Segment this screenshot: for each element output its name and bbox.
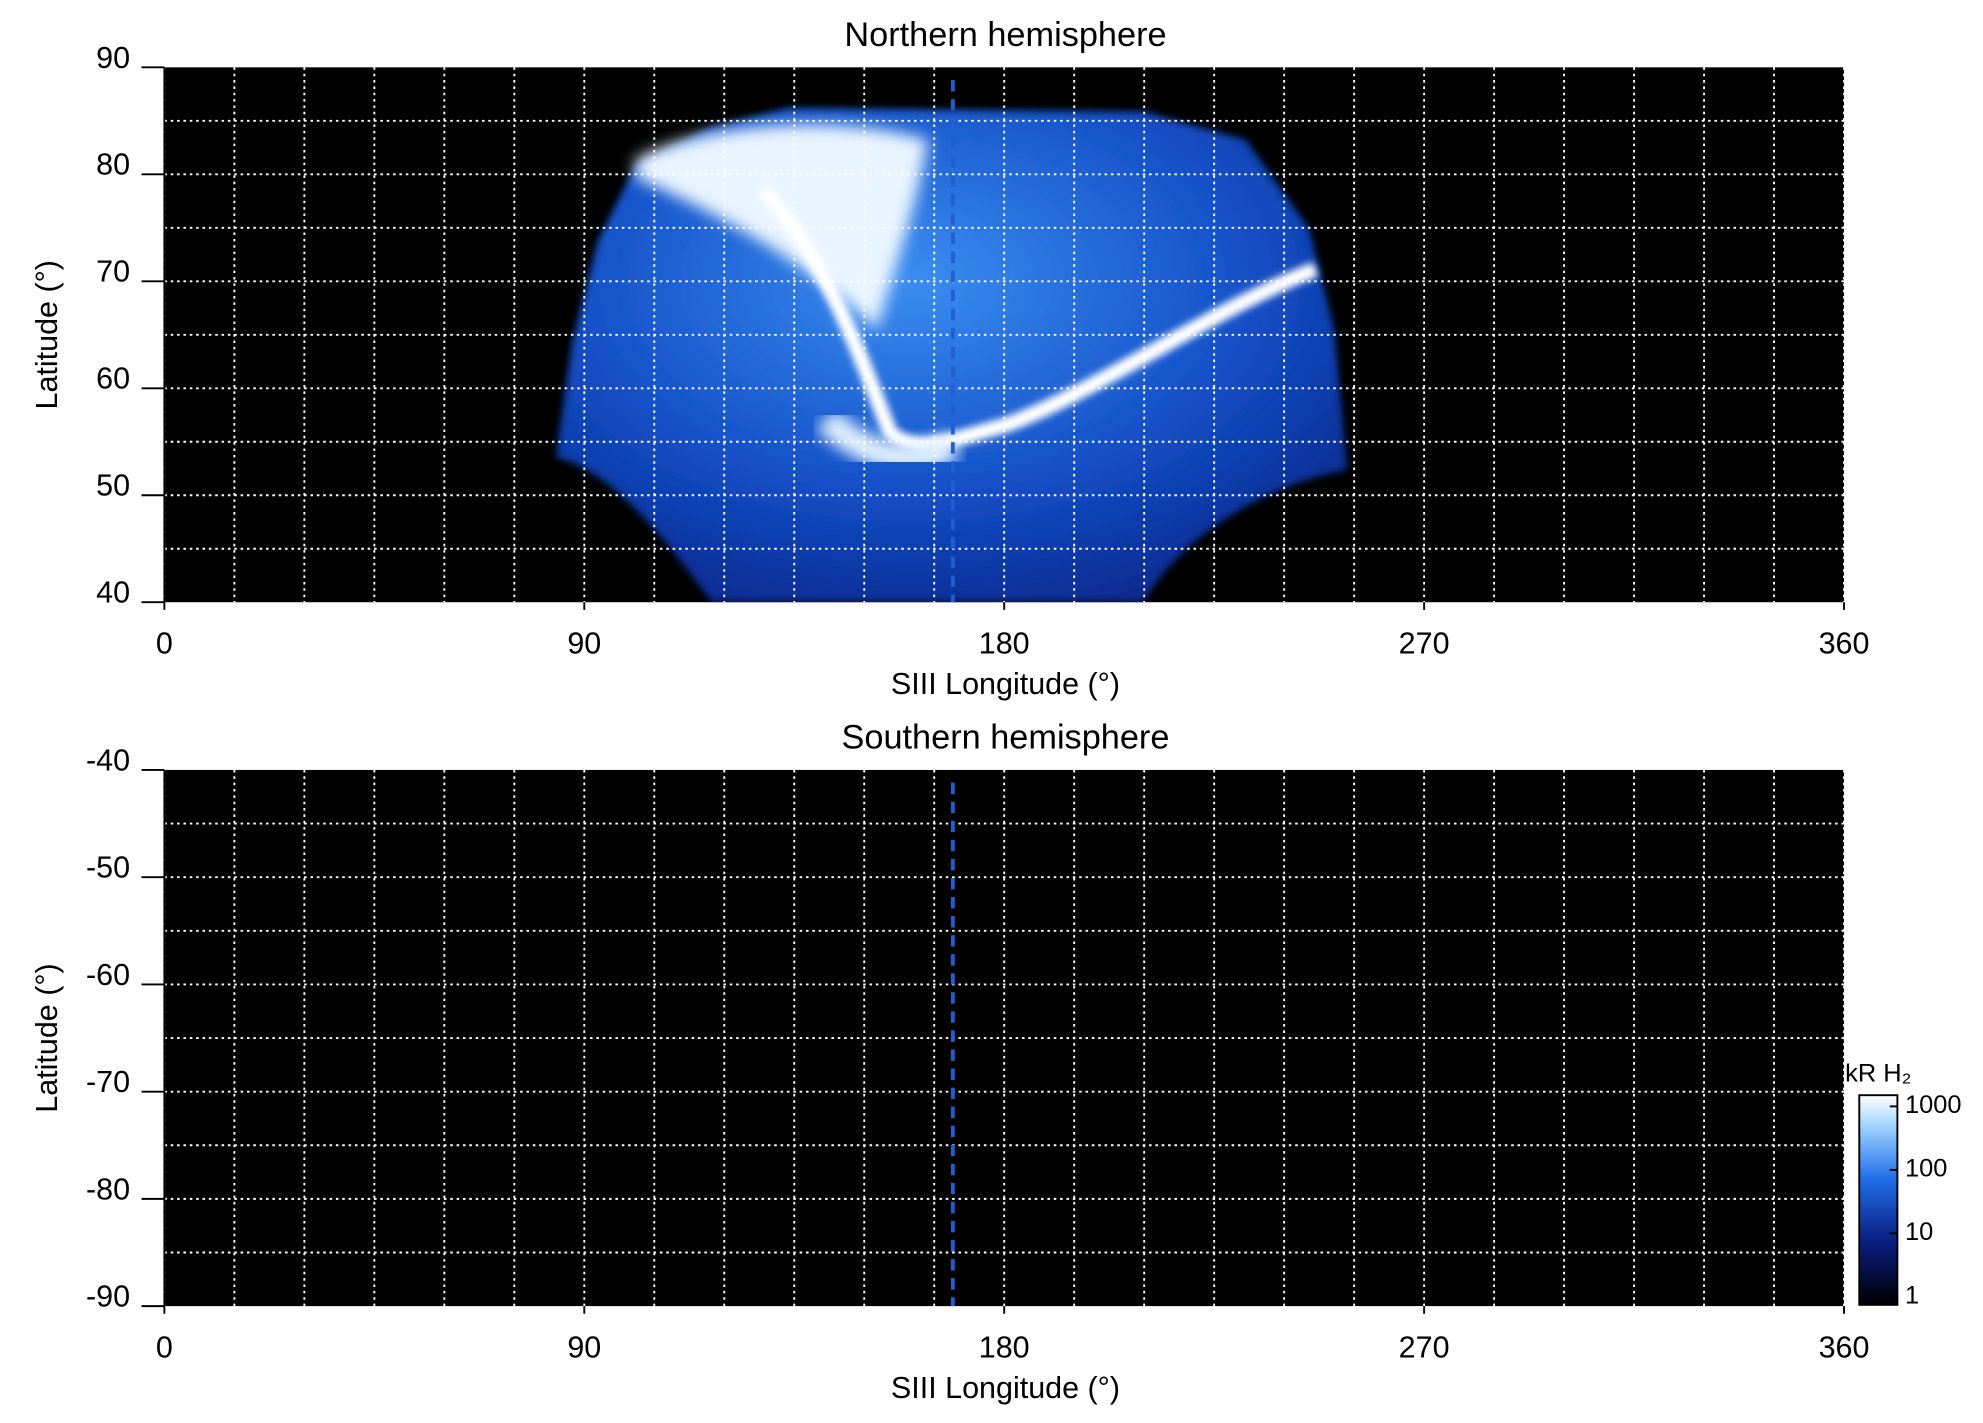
y-tick-label: 80	[96, 148, 130, 182]
colorbar-tick-label: 100	[1905, 1155, 1947, 1183]
x-tick-label: 0	[156, 1330, 173, 1364]
x-axis-label: SIII Longitude (°)	[891, 1371, 1120, 1405]
colorbar	[1858, 1094, 1899, 1306]
x-tick-label: 90	[567, 1330, 601, 1364]
y-tick-label: -50	[86, 851, 130, 885]
x-tick-label: 0	[156, 626, 173, 660]
y-axis-label: Latitude (°)	[30, 260, 64, 409]
x-tick-label: 90	[567, 626, 601, 660]
y-tick-label: -90	[86, 1280, 130, 1314]
y-tick-label: -40	[86, 743, 130, 777]
x-tick-label: 360	[1819, 1330, 1870, 1364]
chart-title: Northern hemisphere	[844, 16, 1166, 54]
colorbar-tick-label: 1	[1905, 1282, 1919, 1310]
colorbar-tick-label: 1000	[1905, 1091, 1962, 1119]
x-tick-label: 180	[979, 626, 1030, 660]
colorbar-tick-label: 10	[1905, 1218, 1933, 1246]
x-tick-label: 360	[1819, 626, 1870, 660]
y-axis-label: Latitude (°)	[30, 963, 64, 1112]
y-tick-label: 40	[96, 576, 130, 610]
y-tick-label: -70	[86, 1065, 130, 1099]
y-tick-label: -80	[86, 1172, 130, 1206]
colorbar-label: kR H₂	[1845, 1060, 1911, 1088]
x-tick-label: 180	[979, 1330, 1030, 1364]
y-tick-label: 70	[96, 255, 130, 289]
y-tick-label: 50	[96, 469, 130, 503]
chart-title: Southern hemisphere	[842, 719, 1170, 757]
x-tick-label: 270	[1399, 626, 1450, 660]
y-tick-label: 90	[96, 41, 130, 75]
x-tick-label: 270	[1399, 1330, 1450, 1364]
y-tick-label: 60	[96, 362, 130, 396]
x-axis-label: SIII Longitude (°)	[891, 667, 1120, 701]
y-tick-label: -60	[86, 958, 130, 992]
